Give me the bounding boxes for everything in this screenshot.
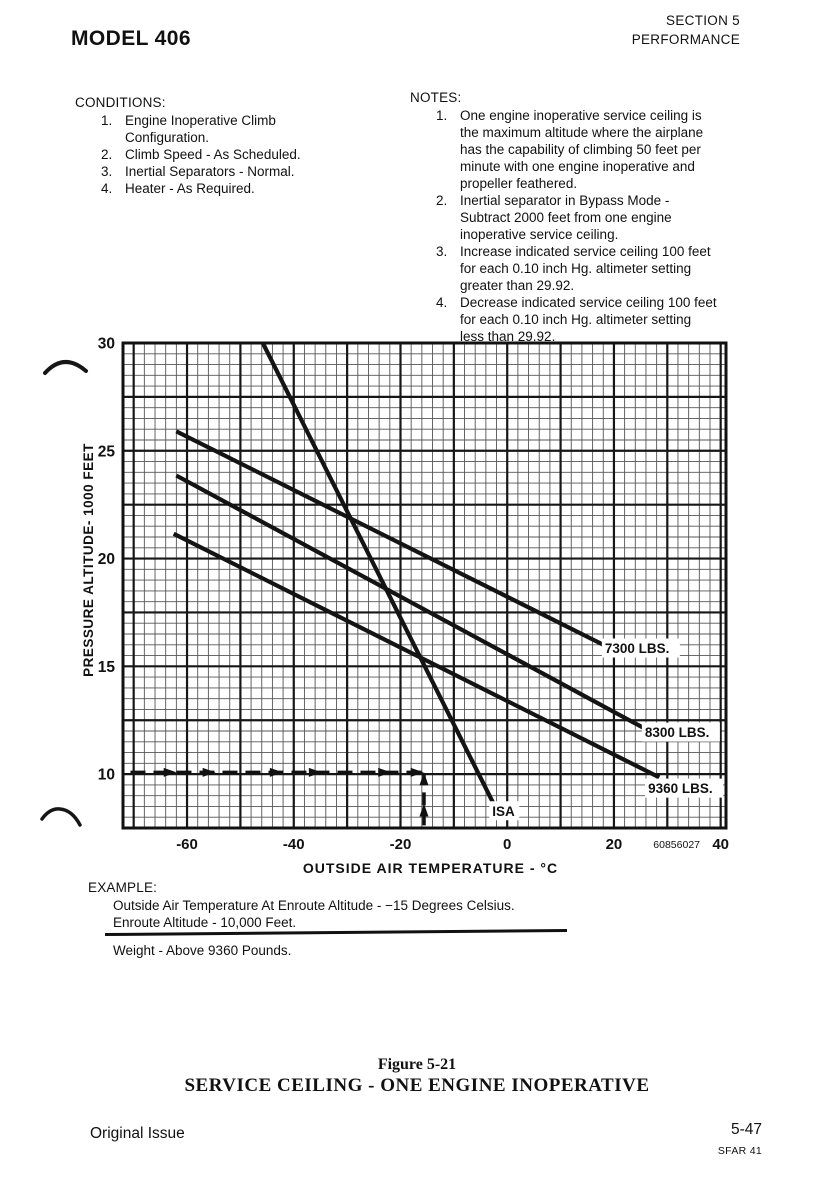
list-item-text: Inertial Separators - Normal. bbox=[125, 164, 295, 179]
arrow-up-icon bbox=[419, 803, 429, 817]
x-axis-title: OUTSIDE AIR TEMPERATURE - °C bbox=[303, 860, 558, 875]
list-item: 3. Inertial Separators - Normal. bbox=[101, 163, 410, 180]
list-item-number: 3. bbox=[101, 164, 113, 179]
list-item: 3. Increase indicated service ceiling 100… bbox=[436, 243, 762, 294]
page-footer-right: 5-47 SFAR 41 bbox=[718, 1121, 762, 1157]
example-given-oat: Outside Air Temperature At Enroute Altit… bbox=[113, 898, 515, 913]
figure-title: SERVICE CEILING - ONE ENGINE INOPERATIVE bbox=[184, 1075, 650, 1096]
series-label: 8300 LBS. bbox=[645, 725, 710, 740]
x-tick-label: 0 bbox=[503, 836, 511, 853]
y-tick-label: 30 bbox=[98, 336, 115, 353]
series-line-8300-lbs- bbox=[175, 473, 645, 730]
series-line-isa bbox=[260, 342, 498, 810]
x-tick-label: -20 bbox=[390, 836, 412, 853]
y-tick-label: 20 bbox=[98, 551, 115, 568]
notes-block: NOTES: 1. One engine inoperative service … bbox=[410, 90, 762, 345]
list-item-text: Engine Inoperative Climb Configuration. bbox=[125, 113, 276, 145]
figure-caption: Figure 5-21 SERVICE CEILING - ONE ENGINE… bbox=[0, 1056, 834, 1097]
list-item-number: 4. bbox=[101, 181, 113, 196]
list-item-number: 2. bbox=[436, 193, 448, 208]
y-tick-label: 15 bbox=[98, 659, 116, 676]
y-tick-label: 25 bbox=[98, 443, 116, 460]
chart-svg: ISA 7300 LBS. 8300 LBS. 9360 LBS. -60 -40 -20 0… bbox=[81, 336, 729, 877]
y-tick-label: 10 bbox=[98, 767, 115, 784]
series-lines: ISA 7300 LBS. 8300 LBS. 9360 LBS. bbox=[172, 342, 724, 821]
section-name: PERFORMANCE bbox=[631, 31, 740, 47]
list-item-text: Decrease indicated service ceiling 100 f… bbox=[460, 295, 717, 344]
list-item-number: 1. bbox=[101, 113, 113, 128]
notes-list: 1. One engine inoperative service ceiling… bbox=[410, 107, 762, 345]
list-item: 4. Heater - As Required. bbox=[101, 180, 410, 197]
arrow-right-icon bbox=[378, 767, 392, 777]
series-label: 7300 LBS. bbox=[605, 641, 670, 656]
series-label-bg bbox=[601, 638, 680, 658]
list-item: 2. Inertial separator in Bypass Mode - Su… bbox=[436, 192, 762, 243]
series-label-bg bbox=[641, 722, 720, 742]
x-tick-label: -40 bbox=[283, 836, 305, 853]
x-tick-label: 20 bbox=[606, 836, 623, 853]
figure-number: Figure 5-21 bbox=[377, 1056, 457, 1073]
list-item-number: 2. bbox=[101, 147, 113, 162]
list-item-number: 1. bbox=[436, 108, 448, 123]
conditions-list: 1. Engine Inoperative Climb Configuration… bbox=[75, 112, 410, 197]
x-tick-label: -60 bbox=[176, 836, 198, 853]
list-item: 1. One engine inoperative service ceiling… bbox=[436, 107, 762, 192]
series-label-bg bbox=[645, 778, 724, 798]
arrow-up-icon bbox=[419, 772, 429, 786]
example-path bbox=[130, 767, 429, 826]
example-result: Weight - Above 9360 Pounds. bbox=[113, 943, 292, 958]
series-label: ISA bbox=[492, 804, 515, 819]
grid-minor bbox=[123, 343, 726, 828]
section-number: SECTION 5 bbox=[666, 13, 740, 28]
section-header: SECTION 5 PERFORMANCE bbox=[632, 12, 740, 49]
series-line-9360-lbs- bbox=[172, 531, 661, 780]
drawing-number: 60856027 bbox=[653, 839, 700, 851]
issue-label: Original Issue bbox=[90, 1125, 185, 1142]
list-item: 4. Decrease indicated service ceiling 100… bbox=[436, 294, 762, 345]
arrow-right-icon bbox=[163, 767, 177, 777]
conditions-heading: CONDITIONS: bbox=[75, 95, 166, 110]
list-item-text: Heater - As Required. bbox=[125, 181, 255, 196]
list-item-text: Increase indicated service ceiling 100 f… bbox=[460, 244, 711, 293]
list-item: 2. Climb Speed - As Scheduled. bbox=[101, 146, 410, 163]
list-item-text: Inertial separator in Bypass Mode - Subt… bbox=[460, 193, 672, 242]
plot-border bbox=[121, 341, 728, 830]
y-axis-title: PRESSURE ALTITUDE- 1000 FEET bbox=[81, 443, 96, 677]
arrow-right-icon bbox=[202, 767, 216, 777]
example-block: EXAMPLE: Outside Air Temperature At Enro… bbox=[88, 880, 618, 958]
conditions-block: CONDITIONS: 1. Engine Inoperative Climb C… bbox=[75, 95, 410, 197]
list-item-text: One engine inoperative service ceiling i… bbox=[460, 108, 704, 191]
arrow-right-icon bbox=[269, 767, 283, 777]
list-item: 1. Engine Inoperative Climb Configuration… bbox=[101, 112, 410, 146]
service-ceiling-chart: ISA 7300 LBS. 8300 LBS. 9360 LBS. -60 -40 -20 0… bbox=[60, 330, 770, 877]
example-given-altitude: Enroute Altitude - 10,000 Feet. bbox=[113, 915, 297, 930]
series-label: 9360 LBS. bbox=[648, 781, 713, 796]
page-number: 5-47 bbox=[730, 1121, 762, 1138]
page-title: MODEL 406 bbox=[71, 27, 191, 50]
arrow-right-icon bbox=[410, 767, 424, 777]
list-item-text: Climb Speed - As Scheduled. bbox=[125, 147, 301, 162]
notes-heading: NOTES: bbox=[410, 90, 462, 105]
list-item-number: 3. bbox=[436, 244, 448, 259]
sfar-label: SFAR 41 bbox=[717, 1145, 762, 1157]
list-item-number: 4. bbox=[436, 295, 448, 310]
x-tick-label: 40 bbox=[712, 836, 729, 853]
example-heading: EXAMPLE: bbox=[88, 880, 158, 895]
arrow-right-icon bbox=[308, 767, 322, 777]
series-line-7300-lbs- bbox=[175, 429, 605, 647]
series-label-bg bbox=[489, 801, 520, 821]
